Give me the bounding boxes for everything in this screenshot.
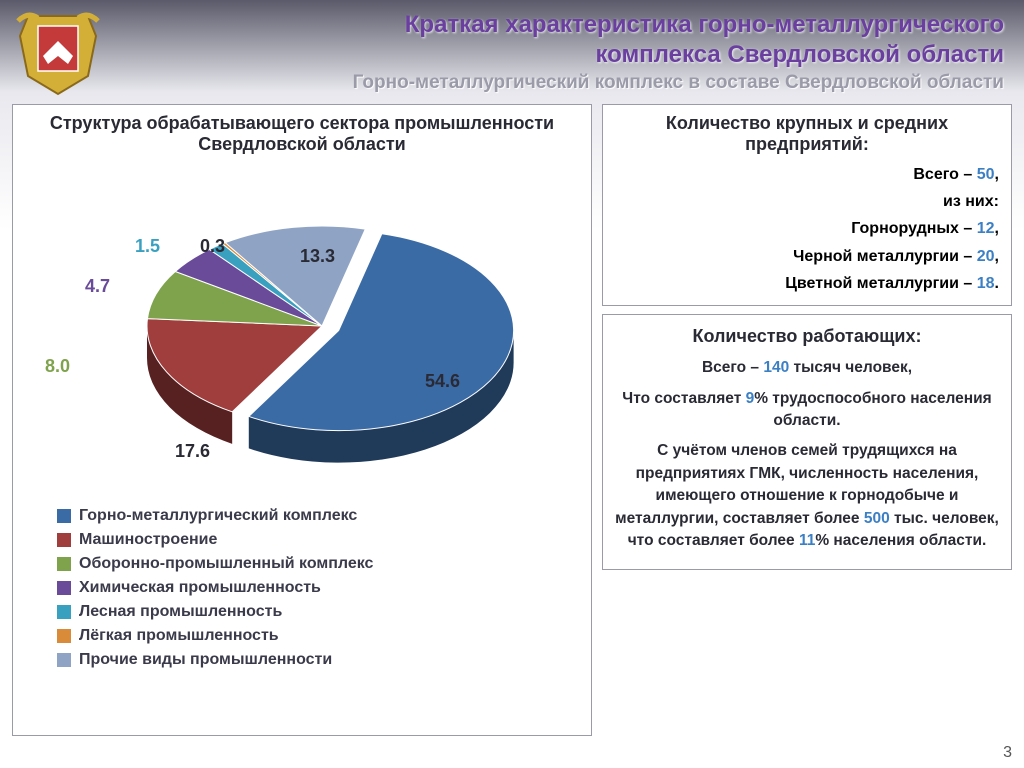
legend-label: Машиностроение xyxy=(79,531,217,549)
legend-label: Лёгкая промышленность xyxy=(79,627,279,645)
enterprise-row: Горнорудных – 12, xyxy=(615,215,999,242)
pie-legend: Горно-металлургический комплекс Машиностр… xyxy=(25,507,579,669)
legend-swatch xyxy=(57,653,71,667)
pie-chart-title: Структура обрабатывающего сектора промыш… xyxy=(25,113,579,155)
legend-swatch xyxy=(57,581,71,595)
enterprise-row: Всего – 50, xyxy=(615,161,999,188)
pie-chart-panel: Структура обрабатывающего сектора промыш… xyxy=(12,104,592,736)
enterprises-panel: Количество крупных и средних предприятий… xyxy=(602,104,1012,306)
legend-item: Машиностроение xyxy=(57,531,579,549)
enterprises-list: Всего – 50,из них:Горнорудных – 12,Черно… xyxy=(615,161,999,297)
legend-label: Химическая промышленность xyxy=(79,579,321,597)
legend-item: Оборонно-промышленный комплекс xyxy=(57,555,579,573)
workers-panel: Количество работающих: Всего – 140 тысяч… xyxy=(602,314,1012,570)
legend-item: Химическая промышленность xyxy=(57,579,579,597)
legend-label: Прочие виды промышленности xyxy=(79,651,332,669)
content-area: Структура обрабатывающего сектора промыш… xyxy=(0,98,1024,736)
pie-value-label: 13.3 xyxy=(300,246,335,267)
main-title: Краткая характеристика горно-металлургич… xyxy=(120,10,1004,70)
pie-value-label: 54.6 xyxy=(425,371,460,392)
legend-label: Горно-металлургический комплекс xyxy=(79,507,357,525)
legend-label: Лесная промышленность xyxy=(79,603,282,621)
legend-item: Лесная промышленность xyxy=(57,603,579,621)
workers-total: Всего – 140 тысяч человек, xyxy=(615,357,999,379)
page-number: 3 xyxy=(1003,744,1012,762)
legend-item: Лёгкая промышленность xyxy=(57,627,579,645)
legend-swatch xyxy=(57,509,71,523)
region-emblem xyxy=(8,6,108,96)
enterprises-title: Количество крупных и средних предприятий… xyxy=(615,113,999,155)
legend-item: Прочие виды промышленности xyxy=(57,651,579,669)
enterprise-row: Черной металлургии – 20, xyxy=(615,243,999,270)
legend-swatch xyxy=(57,533,71,547)
enterprise-row: из них: xyxy=(615,188,999,215)
workers-title: Количество работающих: xyxy=(615,323,999,349)
enterprise-row: Цветной металлургии – 18. xyxy=(615,270,999,297)
pie-value-label: 0.3 xyxy=(200,236,225,257)
legend-item: Горно-металлургический комплекс xyxy=(57,507,579,525)
workers-percent: Что составляет 9% трудоспособного населе… xyxy=(615,388,999,433)
pie-chart: 54.6 17.6 8.0 4.7 1.5 0.3 13.3 xyxy=(25,161,579,501)
subtitle: Горно-металлургический комплекс в состав… xyxy=(120,72,1004,94)
pie-value-label: 17.6 xyxy=(175,441,210,462)
workers-extended: С учётом членов семей трудящихся на пред… xyxy=(615,440,999,552)
slide-header: Краткая характеристика горно-металлургич… xyxy=(0,0,1024,98)
pie-value-label: 4.7 xyxy=(85,276,110,297)
legend-swatch xyxy=(57,557,71,571)
legend-swatch xyxy=(57,629,71,643)
legend-label: Оборонно-промышленный комплекс xyxy=(79,555,373,573)
pie-value-label: 8.0 xyxy=(45,356,70,377)
pie-value-label: 1.5 xyxy=(135,236,160,257)
legend-swatch xyxy=(57,605,71,619)
